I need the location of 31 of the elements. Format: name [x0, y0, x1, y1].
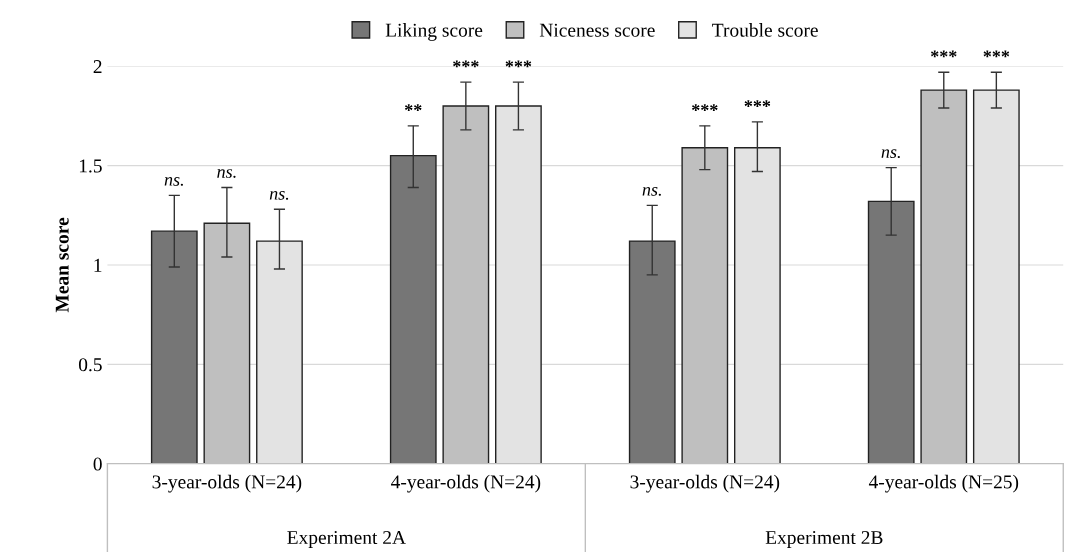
data-label: *** [692, 104, 718, 111]
y-tick-label: 0 [93, 457, 102, 471]
data-label: ns. [164, 177, 183, 186]
x-tick-label: 4-year-olds (N=25) [868, 474, 1019, 493]
y-axis-title: Mean score [55, 217, 69, 313]
data-label: *** [744, 100, 771, 107]
bar [389, 154, 437, 464]
text: Experiment 2B [765, 530, 883, 549]
bar [628, 240, 676, 464]
bar [867, 200, 915, 464]
bar [150, 230, 198, 464]
x-tick-label: 4-year-olds (N=24) [391, 474, 541, 493]
data-label: ** [405, 104, 422, 111]
y-tick-label: 0.5 [78, 358, 102, 372]
data-label: ns. [881, 149, 900, 159]
x-tick-label: 3-year-olds (N=24) [630, 474, 780, 493]
y-tick-label: 1.5 [79, 159, 102, 173]
y-tick-label: 2 [93, 60, 102, 73]
data-label: *** [453, 60, 479, 68]
data-label: *** [983, 50, 1010, 58]
data-label: *** [505, 60, 532, 68]
y-tick-label: 1 [94, 258, 102, 272]
x-tick-label: 3-year-olds (N=24) [152, 474, 302, 493]
data-label: ns. [269, 191, 289, 200]
legend-label: Niceness score [539, 23, 655, 37]
text: Experiment 2A [287, 530, 406, 549]
data-label: *** [930, 50, 957, 58]
data-label: ns. [642, 187, 661, 196]
legend-label: Trouble score [712, 23, 818, 37]
legend-label: Liking score [385, 23, 483, 41]
data-label: ns. [217, 169, 236, 178]
